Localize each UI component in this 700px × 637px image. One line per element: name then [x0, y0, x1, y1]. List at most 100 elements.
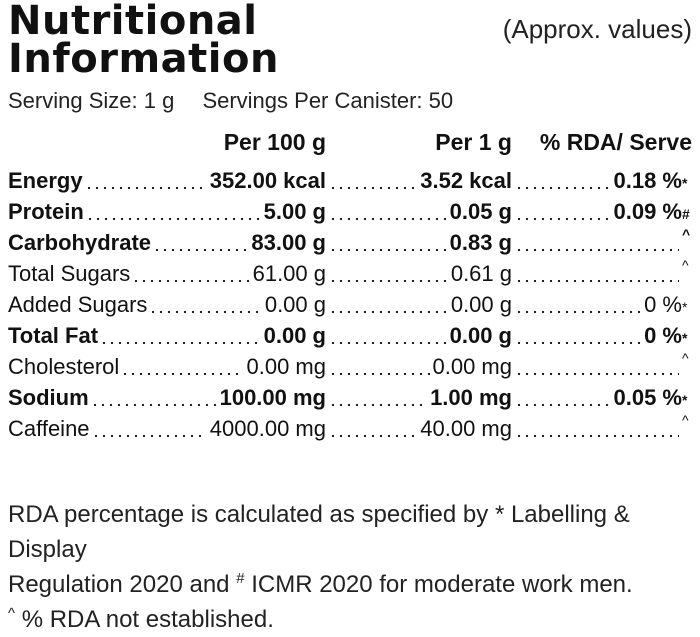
dot-leader — [329, 416, 418, 438]
panel-title: Nutritional Information — [8, 0, 279, 79]
per-1g-cell: 0.00 mg — [326, 351, 512, 382]
rda-footnote-mark: * — [682, 299, 688, 315]
dot-leader — [85, 199, 261, 221]
nutrient-label-cell: Carbohydrate 83.00 g — [8, 227, 326, 258]
nutrient-row: Cholesterol 0.00 mg 0.00 mg ^ — [0, 351, 700, 382]
nutrient-label: Total Fat — [8, 323, 99, 348]
column-header-per-1g: Per 1 g — [435, 129, 512, 155]
rda-value: 0 % — [644, 292, 682, 317]
nutrient-label: Energy — [8, 168, 83, 193]
dot-leader — [515, 199, 611, 221]
rda-value: 0.09 % — [613, 199, 683, 224]
per-100g-value: 61.00 g — [252, 261, 326, 286]
footnote-rda-basis: RDA percentage is calculated as specifie… — [8, 497, 700, 567]
rda-cell: 0 % * — [512, 320, 692, 351]
per-1g-value: 0.05 g — [449, 199, 512, 224]
rda-footnote-mark: * — [682, 330, 688, 346]
nutrient-row: Caffeine 4000.00 mg 40.00 mg ^ — [0, 413, 700, 444]
dot-leader — [515, 323, 642, 345]
rda-cell: ^ — [512, 413, 692, 444]
per-1g-value: 1.00 mg — [430, 385, 512, 410]
dot-leader — [329, 199, 447, 221]
dot-leader — [515, 230, 679, 252]
nutrient-row: Protein 5.00 g 0.05 g 0.09 % # — [0, 196, 700, 227]
nutrient-row: Carbohydrate 83.00 g 0.83 g ^ — [0, 227, 700, 258]
rda-footnote-mark: ^ — [682, 258, 689, 273]
per-1g-value: 0.00 mg — [432, 354, 513, 379]
nutrient-label: Added Sugars — [8, 292, 148, 317]
servings-per-canister: Servings Per Canister: 50 — [202, 88, 454, 113]
rda-cell: 0.18 % * — [512, 165, 692, 196]
per-100g-value: 5.00 g — [263, 199, 326, 224]
nutrient-label-cell: Added Sugars 0.00 g — [8, 289, 326, 320]
nutrient-row: Energy 352.00 kcal 3.52 kcal 0.18 % * — [0, 165, 700, 196]
nutrient-label: Carbohydrate — [8, 230, 152, 255]
per-1g-value: 0.61 g — [450, 261, 512, 286]
column-header-rda: % RDA/ Serve — [539, 129, 692, 155]
dot-leader — [515, 354, 679, 376]
per-100g-value: 352.00 kcal — [209, 168, 326, 193]
nutrient-label-cell: Protein 5.00 g — [8, 196, 326, 227]
dot-leader — [329, 323, 447, 345]
footnote-line-3: % RDA not established. — [15, 606, 274, 633]
per-100g-value: 0.00 mg — [246, 354, 327, 379]
per-1g-value: 40.00 mg — [420, 416, 512, 441]
serving-size: Serving Size: 1 g — [8, 88, 175, 113]
dot-leader — [84, 168, 207, 190]
rda-cell: ^ — [512, 227, 692, 258]
title-line-1: Nutritional — [8, 0, 258, 44]
nutrient-row: Sodium 100.00 mg 1.00 mg 0.05 % * — [0, 382, 700, 413]
footnote-regulation: Regulation 2020 and # ICMR 2020 for mode… — [8, 567, 700, 602]
dot-leader — [149, 292, 262, 314]
per-1g-value: 3.52 kcal — [420, 168, 512, 193]
dot-leader — [100, 323, 261, 345]
dot-leader — [121, 354, 244, 376]
per-1g-value: 0.00 g — [450, 292, 512, 317]
nutrient-label: Protein — [8, 199, 84, 224]
nutrient-label-cell: Cholesterol 0.00 mg — [8, 351, 326, 382]
nutrient-label: Caffeine — [8, 416, 90, 441]
nutrient-label: Total Sugars — [8, 261, 131, 286]
dot-leader — [515, 385, 611, 407]
rda-value: 0.18 % — [613, 168, 683, 193]
footnote-line-1: RDA percentage is calculated as specifie… — [8, 501, 630, 563]
column-header-per-100g: Per 100 g — [223, 129, 326, 155]
per-1g-value: 0.00 g — [449, 323, 512, 348]
rda-cell: 0.09 % # — [512, 196, 692, 227]
nutrient-label: Cholesterol — [8, 354, 120, 379]
nutrient-table: Energy 352.00 kcal 3.52 kcal 0.18 % * Protein… — [0, 165, 700, 444]
per-100g-value: 4000.00 mg — [209, 416, 326, 441]
per-1g-cell: 0.05 g — [326, 196, 512, 227]
dot-leader — [515, 261, 679, 283]
per-1g-cell: 0.00 g — [326, 320, 512, 351]
footnote-caret-mark: ^ — [8, 605, 16, 622]
per-100g-value: 0.00 g — [264, 292, 326, 317]
dot-leader — [132, 261, 250, 283]
dot-leader — [153, 230, 249, 252]
rda-footnote-mark: * — [682, 175, 688, 191]
rda-cell: ^ — [512, 351, 692, 382]
nutrient-label-cell: Total Sugars 61.00 g — [8, 258, 326, 289]
nutrient-label-cell: Total Fat 0.00 g — [8, 320, 326, 351]
nutrient-label: Sodium — [8, 385, 89, 410]
dot-leader — [515, 168, 611, 190]
footnotes: RDA percentage is calculated as specifie… — [8, 497, 700, 637]
footnote-not-established: ^ % RDA not established. — [8, 602, 700, 637]
footnote-line-2-post: ICMR 2020 for moderate work men. — [244, 571, 633, 598]
rda-footnote-mark: * — [682, 392, 688, 408]
rda-cell: 0 % * — [512, 289, 692, 320]
footnote-line-2-pre: Regulation 2020 and — [8, 571, 237, 598]
dot-leader — [329, 168, 418, 190]
serving-info: Serving Size: 1 g Servings Per Canister:… — [8, 88, 453, 114]
per-1g-value: 0.83 g — [449, 230, 512, 255]
rda-footnote-mark: ^ — [682, 227, 691, 242]
dot-leader — [515, 416, 679, 438]
rda-cell: 0.05 % * — [512, 382, 692, 413]
dot-leader — [90, 385, 217, 407]
dot-leader — [329, 292, 448, 314]
nutrient-label-cell: Caffeine 4000.00 mg — [8, 413, 326, 444]
per-1g-cell: 0.00 g — [326, 289, 512, 320]
